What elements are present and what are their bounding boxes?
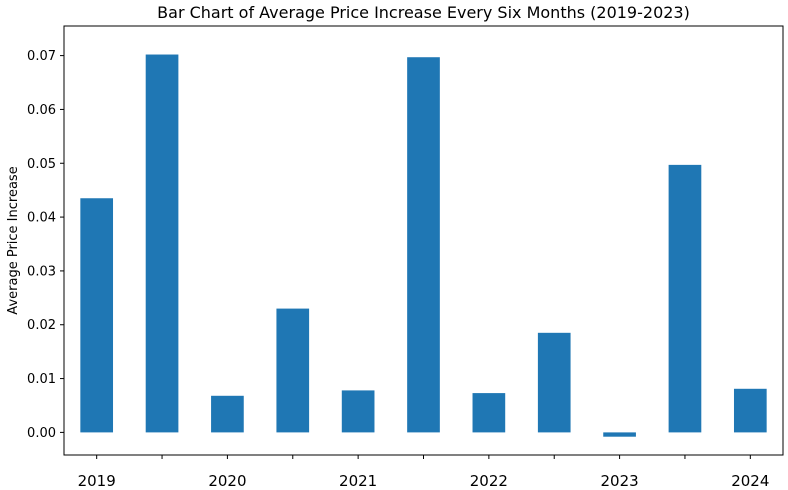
y-tick-label: 0.02 xyxy=(27,318,56,333)
bars-layer xyxy=(80,54,767,437)
bar-2024-H1 xyxy=(733,388,767,433)
bar-2019-H1 xyxy=(80,198,114,433)
x-tick-label: 2024 xyxy=(731,472,769,490)
y-axis-label: Average Price Increase xyxy=(6,166,21,314)
bar-2019-H2 xyxy=(145,54,179,433)
x-axis: 2019 2020 2021 2022 2023 2024 xyxy=(78,455,769,490)
y-tick-label: 0.06 xyxy=(27,103,56,118)
bar-2021-H2 xyxy=(407,57,440,433)
x-tick-label: 2020 xyxy=(208,472,246,490)
x-tick-label: 2021 xyxy=(339,472,377,490)
y-tick-label: 0.04 xyxy=(27,211,56,226)
bar-2021-H1 xyxy=(341,390,375,433)
y-tick-label: 0.00 xyxy=(27,426,56,441)
bar-2020-H1 xyxy=(211,395,244,433)
y-tick-label: 0.01 xyxy=(27,372,56,387)
bar-2023-H2 xyxy=(668,164,702,433)
x-tick-label: 2022 xyxy=(470,472,508,490)
bar-2022-H2 xyxy=(537,332,571,433)
y-tick-label: 0.03 xyxy=(27,264,56,279)
bar-2022-H1 xyxy=(472,393,506,433)
x-tick-label: 2023 xyxy=(600,472,638,490)
bar-2020-H2 xyxy=(276,308,310,433)
y-tick-label: 0.07 xyxy=(27,49,56,64)
bar-2023-H1 xyxy=(603,432,636,437)
y-axis: 0.00 0.01 0.02 0.03 0.04 0.05 0.06 0.07 xyxy=(27,49,64,441)
x-tick-label: 2019 xyxy=(78,472,116,490)
y-tick-label: 0.05 xyxy=(27,157,56,172)
chart-title: Bar Chart of Average Price Increase Ever… xyxy=(157,3,690,22)
